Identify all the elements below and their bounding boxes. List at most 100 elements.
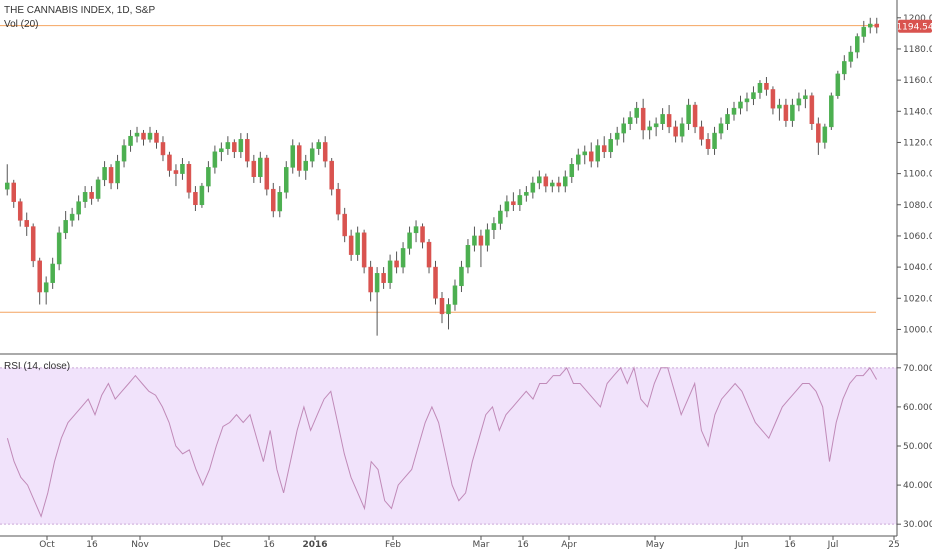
rsi-label[interactable]: RSI (14, close) [4, 361, 70, 372]
candle [232, 139, 237, 159]
candle-body [11, 182, 16, 202]
chart-title[interactable]: THE CANNABIS INDEX, 1D, S&P [4, 5, 155, 16]
rsi-pane[interactable] [0, 366, 897, 525]
candle-body [472, 235, 477, 246]
candle-body [413, 226, 419, 234]
candle-body [361, 232, 367, 268]
candle-body [640, 107, 646, 131]
candle [712, 126, 717, 155]
candle-body [647, 126, 652, 131]
candle-body [82, 192, 88, 202]
candle-body [543, 176, 549, 187]
candle [147, 126, 153, 143]
candle-body [76, 201, 81, 215]
candle [115, 154, 120, 190]
candle [491, 217, 497, 240]
candle [511, 192, 516, 211]
candle [504, 195, 510, 218]
price-axis-label: 1000.00 [903, 325, 932, 335]
candle [550, 179, 555, 193]
candle [757, 80, 763, 99]
candle-body [121, 145, 127, 162]
candle [868, 17, 873, 34]
candle-body [284, 167, 289, 193]
candle [673, 120, 678, 143]
last-price-text: 1194.54 [896, 22, 932, 32]
candle [381, 267, 386, 289]
candle [335, 182, 341, 221]
price-horizontal-lines [0, 25, 876, 313]
candle-body [498, 210, 503, 224]
candle-body [303, 160, 308, 171]
candle [225, 136, 231, 155]
candle-body [56, 232, 62, 265]
candle-body [69, 213, 75, 221]
candle [89, 186, 94, 205]
time-axis[interactable]: Oct 16 Nov Dec 16 2016 Feb Mar 16 Apr May Jun 16 Jul 2… [39, 536, 900, 550]
candle-body [309, 148, 315, 162]
candle-body [387, 260, 393, 283]
candle [485, 223, 490, 252]
candle-body [459, 266, 464, 287]
candle [446, 298, 451, 330]
candle-body [621, 123, 626, 134]
rsi-axis-label: 50.0000 [903, 442, 932, 452]
candle-body [842, 61, 847, 75]
candle [329, 158, 334, 196]
candle-body [102, 167, 107, 181]
candle-body [420, 226, 425, 243]
volume-label[interactable]: Vol (20) [4, 19, 38, 30]
candle-body [258, 157, 263, 177]
candle [433, 260, 438, 305]
rsi-axis[interactable]: 30.0000 40.0000 50.0000 60.0000 70.0000 [897, 364, 932, 530]
candle [426, 239, 432, 274]
candle [822, 123, 828, 149]
candle [764, 77, 769, 96]
candle-body [524, 192, 529, 196]
candle-body [588, 151, 594, 162]
candle [368, 260, 373, 302]
candle-body [290, 145, 296, 168]
candle-body [712, 132, 717, 149]
candle [17, 198, 23, 227]
candle [102, 161, 107, 187]
price-axis[interactable]: 1000.00 1020.00 1040.00 1060.00 1080.00 1100.… [897, 14, 932, 336]
price-pane[interactable] [0, 17, 880, 336]
candle [303, 154, 308, 180]
candle [718, 117, 724, 140]
candle [134, 126, 140, 143]
candle-body [608, 139, 613, 153]
candle-body [855, 36, 860, 53]
price-axis-label: 1020.00 [903, 294, 932, 304]
candle-body [783, 104, 789, 121]
candle [595, 139, 600, 168]
candle [660, 108, 665, 130]
candle-body [556, 182, 562, 187]
candles [4, 17, 880, 336]
candle [258, 151, 263, 183]
time-axis-label: 16 [517, 540, 529, 550]
time-axis-label: Jun [734, 540, 749, 550]
candle-body [322, 142, 328, 162]
candle-body [433, 266, 438, 299]
price-axis-label: 1160.00 [903, 76, 932, 86]
candle-body [219, 148, 224, 153]
candle [160, 136, 166, 162]
candle-body [400, 248, 406, 268]
candle [478, 229, 484, 268]
time-axis-label: 16 [86, 540, 98, 550]
time-axis-label: Oct [39, 540, 55, 550]
candle-body [809, 95, 815, 124]
candle [608, 133, 613, 159]
candle-body [167, 154, 172, 171]
candle [790, 98, 795, 127]
price-axis-label: 1100.00 [903, 170, 932, 180]
candle-body [160, 142, 166, 156]
candle [316, 139, 321, 155]
candle [835, 70, 841, 99]
candle-body [861, 26, 867, 37]
candle-body [141, 132, 146, 140]
candle [874, 17, 880, 34]
candle [290, 139, 296, 174]
candle [738, 95, 743, 115]
